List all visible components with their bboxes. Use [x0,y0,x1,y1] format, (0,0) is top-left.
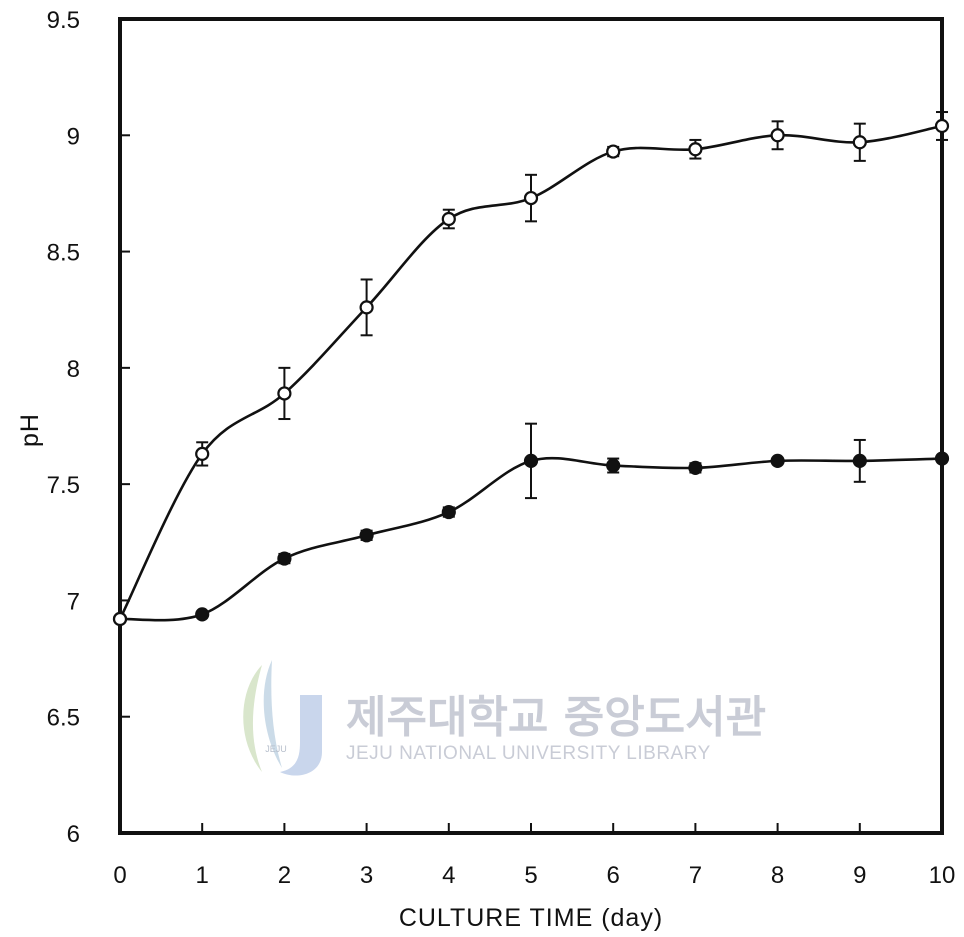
data-point [112,611,128,627]
data-point [359,528,374,543]
series-line [118,124,943,620]
data-point [606,458,621,473]
y-tick-label: 6.5 [47,705,80,732]
x-tick-label: 3 [360,862,373,889]
data-point [523,190,539,206]
watermark-korean-text: 제주대학교 중앙도서관 [346,692,766,743]
x-tick-label: 7 [689,862,702,889]
x-tick-label: 6 [607,862,620,889]
x-tick-label: 2 [278,862,291,889]
data-point [441,504,456,520]
data-point [523,453,539,468]
data-point [195,607,210,622]
x-tick-label: 4 [442,862,455,889]
x-tick-label: 5 [524,862,537,889]
x-axis-title: CULTURE TIME (day) [399,904,663,932]
jeju-university-logo: JEJU [243,660,322,776]
data-point [277,551,292,566]
y-tick-label: 9.5 [47,7,80,34]
y-tick-label: 7 [67,588,80,615]
data-point [934,451,950,466]
series-open-circle [112,111,950,627]
x-tick-label: 1 [196,862,209,889]
data-point [606,144,621,159]
watermark-english-text: JEJU NATIONAL UNIVERSITY LIBRARY [346,743,711,764]
y-tick-label: 8.5 [47,240,80,267]
data-point [852,135,867,150]
x-tick-label: 9 [853,862,866,889]
series-filled-circle [112,422,950,627]
y-tick-label: 7.5 [47,472,80,499]
data-point [195,446,210,462]
data-point [770,453,785,468]
data-point [277,386,292,401]
data-point [934,118,950,134]
data-point [688,142,703,157]
y-tick-label: 6 [67,821,80,848]
x-tick-label: 10 [929,862,956,889]
data-point [359,300,374,315]
y-tick-label: 9 [67,123,80,150]
x-tick-label: 8 [771,862,784,889]
data-point [770,128,785,143]
data-point [852,453,867,468]
svg-text:JEJU: JEJU [265,744,287,754]
data-point [688,460,703,475]
library-watermark: JEJU 제주대학교 중앙도서관 JEJU NATIONAL UNIVERSIT… [243,660,766,776]
x-tick-label: 0 [113,862,126,889]
y-axis-title: pH [16,413,44,447]
data-point [441,211,456,227]
y-tick-label: 8 [67,356,80,383]
